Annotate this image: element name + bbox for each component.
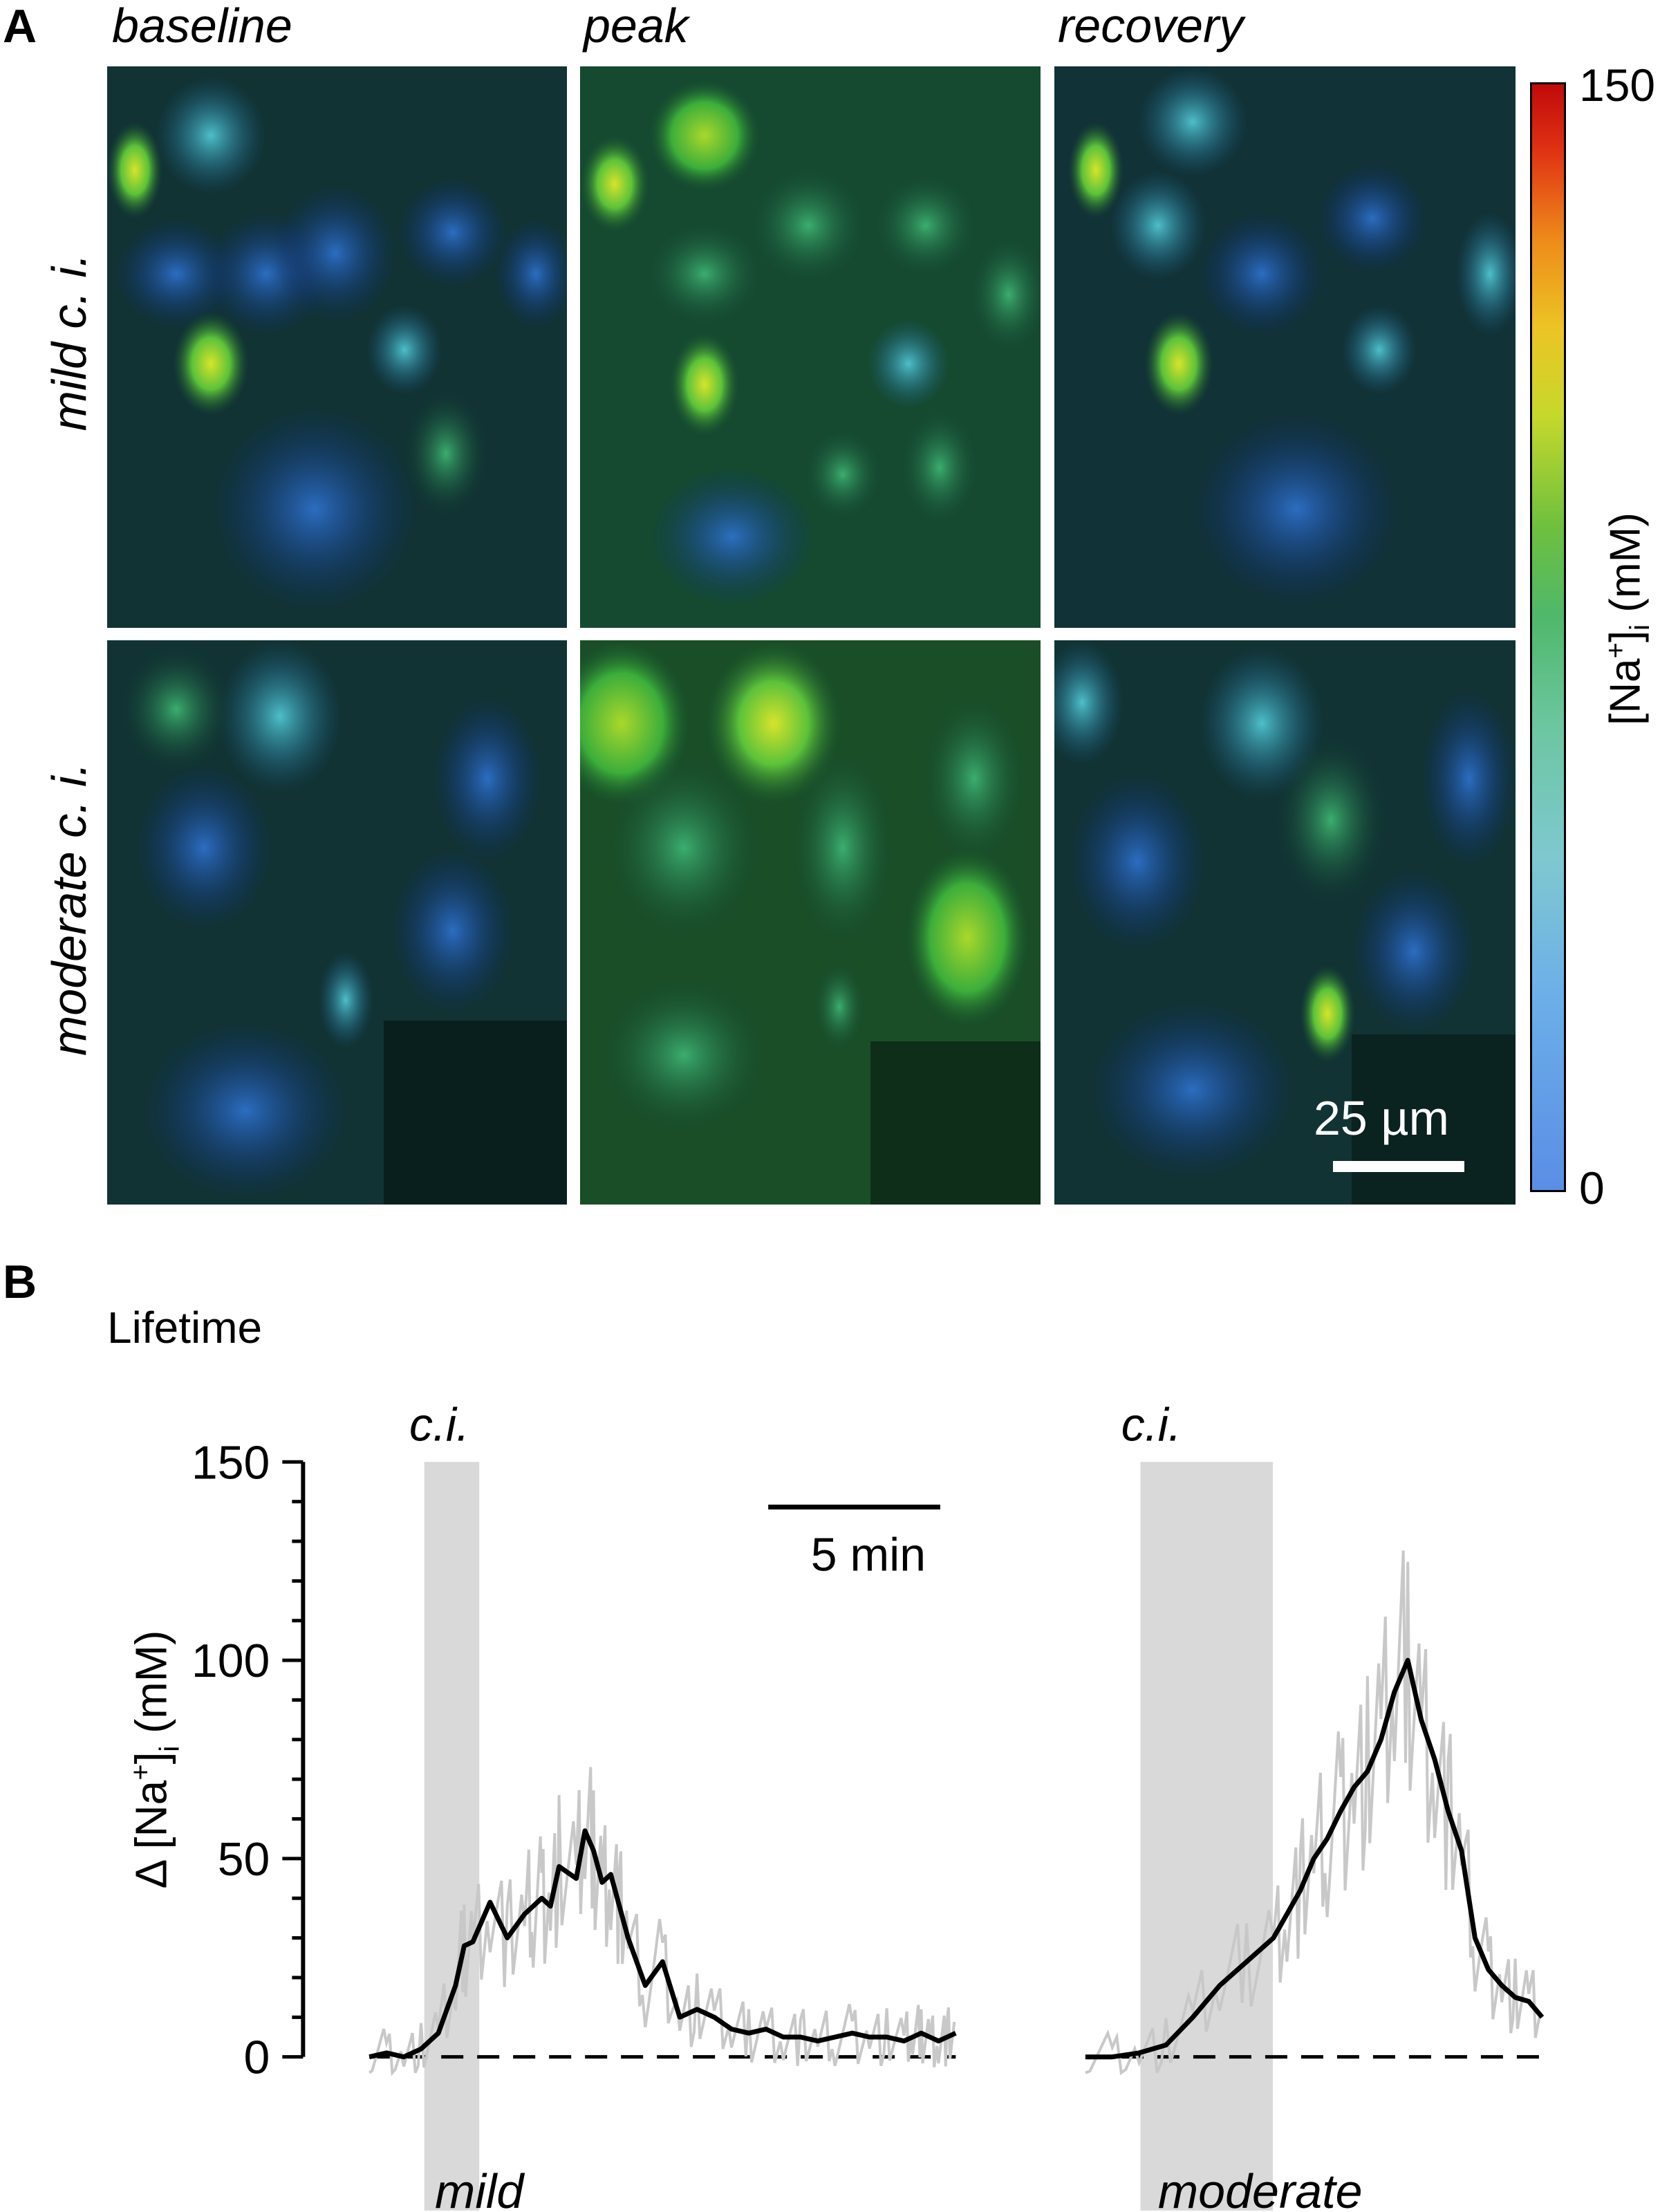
colorbar-min-label: 0 — [1579, 1162, 1605, 1214]
colorbar-max-label: 150 — [1579, 59, 1656, 111]
panel-a-letter: A — [3, 0, 37, 53]
y-tick-label: 100 — [192, 1635, 270, 1687]
micrograph-moderate-baseline — [107, 640, 567, 1205]
micrograph-moderate-baseline-image — [107, 640, 567, 1205]
micrograph-scalebar — [1333, 1161, 1464, 1172]
y-tick-label: 150 — [192, 1436, 270, 1489]
stimulus-band-moderate — [1140, 1462, 1274, 2211]
stimulus-label-ci-0: c.i. — [409, 1399, 469, 1451]
stimulus-band-mild — [424, 1462, 480, 2211]
row-title-moderate: moderate c. i. — [42, 762, 96, 1057]
micrograph-mild-peak-image — [580, 66, 1041, 628]
colorbar-label-main: [Na — [1601, 658, 1650, 725]
micrograph-moderate-recovery-image — [1054, 640, 1516, 1205]
time-scalebar-label: 5 min — [811, 1528, 926, 1581]
condition-label-moderate: moderate — [1158, 2164, 1363, 2212]
trace-mean-mild — [369, 1828, 957, 2060]
trace-raw-moderate — [1085, 1550, 1542, 2076]
colorbar-label-close: ] — [1601, 630, 1650, 643]
column-title-baseline: baseline — [112, 0, 292, 53]
condition-label-mild: mild — [435, 2164, 525, 2212]
colorbar-label-sup: + — [1601, 642, 1631, 659]
trace-raw-mild — [368, 1767, 956, 2076]
micrograph-moderate-peak — [580, 640, 1041, 1205]
y-axis-label-part: ] — [127, 1752, 176, 1765]
stimulus-label-ci-1: c.i. — [1121, 1399, 1182, 1451]
y-tick-label: 0 — [244, 2032, 270, 2084]
micrograph-mild-recovery-image — [1054, 66, 1516, 628]
micrograph-mild-peak — [580, 66, 1041, 628]
column-title-recovery: recovery — [1058, 0, 1244, 53]
y-tick-label: 50 — [218, 1833, 270, 1886]
colorbar — [1530, 82, 1566, 1192]
trace-chart: 0 50 100 150 Δ [Na+]i (mM) c.i. c.i. mild modera… — [126, 1399, 1545, 2212]
micrograph-mild-baseline-image — [107, 66, 567, 628]
y-axis-label-part: (mM) — [127, 1630, 176, 1746]
row-title-mild: mild c. i. — [42, 253, 96, 431]
colorbar-axis-label: [Na+]i (mM) — [1601, 481, 1655, 757]
y-axis-label-part: i — [155, 1746, 185, 1752]
micrograph-mild-baseline — [107, 66, 567, 628]
panel-b-subtitle: Lifetime — [107, 1303, 263, 1353]
colorbar-label-sub: i — [1625, 624, 1656, 631]
micrograph-moderate-peak-image — [580, 640, 1041, 1205]
trace-mean-moderate — [1085, 1657, 1545, 2060]
micrograph-moderate-recovery — [1054, 640, 1516, 1205]
colorbar-label-unit: (mM) — [1601, 512, 1650, 624]
column-title-peak: peak — [584, 0, 689, 53]
y-axis-label: Δ [Na+]i (mM) — [126, 1630, 185, 1889]
y-axis-label-part: + — [126, 1764, 156, 1780]
micrograph-scalebar-label: 25 µm — [1314, 1091, 1449, 1145]
micrograph-mild-recovery — [1054, 66, 1516, 628]
y-axis-label-part: Δ [Na — [127, 1780, 176, 1888]
panel-b-letter: B — [3, 1256, 37, 1308]
